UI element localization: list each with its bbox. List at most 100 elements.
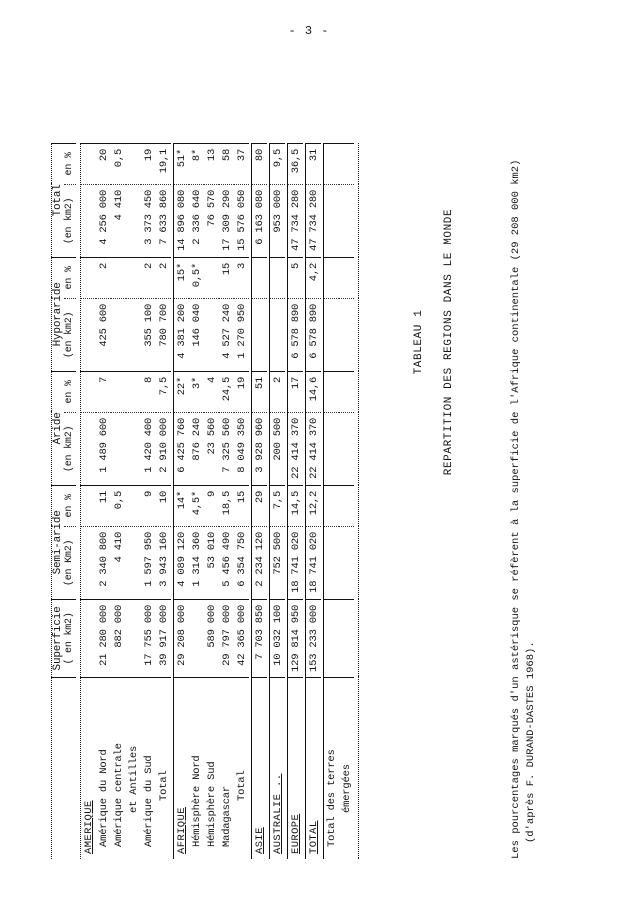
cell-semi-aride-km2: 1 597 950	[140, 525, 156, 599]
cell-semi-aride-km2: 53 010	[203, 525, 219, 599]
cell-semi-aride-km2: 752 500	[269, 525, 285, 599]
row-label: Total	[157, 769, 170, 801]
cell-semi-aride-pct: 18,5	[218, 484, 234, 526]
col-sub-hyper-pct: en %	[64, 256, 76, 298]
cell-hyporaride-pct: 2	[155, 256, 171, 298]
cell-semi-aride-km2	[80, 525, 96, 599]
cell-total-km2: 14 896 080	[173, 183, 189, 257]
row-label: Madagascar	[220, 785, 233, 847]
cell-total-pct	[80, 142, 96, 184]
col-sub-total-pct: en %	[64, 142, 76, 184]
cell-aride-pct: 14,6	[305, 370, 321, 412]
rotated-table-sheet: Superficie Semi-aride Aride Hyporaride T…	[39, 47, 579, 877]
cell-superficie	[323, 598, 339, 677]
col-group-hyporaride: Hyporaride	[51, 256, 65, 371]
cell-superficie: 589 000	[203, 598, 219, 677]
table-row: TOTAL 153 233 000 18 741 020 12,2 22 414 370…	[305, 142, 321, 859]
cell-aride-pct: 4	[203, 370, 219, 412]
cell-aride-pct: 7	[95, 370, 111, 412]
cell-aride-pct: 24,5	[218, 370, 234, 412]
cell-superficie: 21 280 000	[95, 598, 111, 677]
table-title: REPARTITION DES REGIONS DANS LE MONDE	[442, 208, 455, 475]
cell-total-pct: 19,1	[155, 142, 171, 184]
cell-aride-km2: 1 420 400	[140, 411, 156, 485]
table-row: Amérique du Nord 21 280 000 2 340 800 11 1 4…	[95, 142, 111, 859]
footnote: Les pourcentages marqués d'un astérisque…	[509, 59, 539, 858]
cell-aride-pct: 3*	[188, 370, 204, 412]
cell-hyporaride-km2	[323, 297, 339, 371]
table-row: Total 39 917 000 3 943 160 10 2 910 000 7,5 78…	[155, 142, 171, 859]
cell-superficie	[338, 598, 354, 677]
cell-hyporaride-pct	[269, 256, 285, 298]
cell-hyporaride-km2	[269, 297, 285, 371]
footnote-line-2: (d'après F. DURAND-DASTES 1968).	[525, 640, 538, 843]
cell-semi-aride-pct: 7,5	[269, 484, 285, 526]
cell-superficie: 10 032 100	[269, 598, 285, 677]
cell-semi-aride-km2: 4 089 120	[173, 525, 189, 599]
cell-total-km2	[323, 183, 339, 257]
cell-aride-km2: 22 414 370	[287, 411, 303, 485]
cell-aride-km2: 3 928 960	[251, 411, 267, 485]
cell-semi-aride-km2: 5 456 490	[218, 525, 234, 599]
cell-total-km2: 7 633 860	[155, 183, 171, 257]
cell-semi-aride-km2: 2 340 800	[95, 525, 111, 599]
table-row: Madagascar 29 797 000 5 456 490 18,5 7 325 5…	[218, 142, 234, 859]
row-label: AUSTRALIE ..	[271, 773, 284, 854]
rule-bottom	[353, 142, 358, 859]
col-sub-semi-km2: (en Km2)	[64, 525, 76, 599]
cell-aride-km2	[323, 411, 339, 485]
cell-hyporaride-pct: 3	[233, 256, 249, 298]
cell-aride-pct: 17	[287, 370, 303, 412]
cell-hyporaride-pct	[203, 256, 219, 298]
cell-semi-aride-km2: 4 410	[110, 525, 126, 599]
table-row: AUSTRALIE .. 10 032 100 752 500 7,5 200 500 2…	[269, 142, 285, 859]
cell-hyporaride-km2: 6 578 890	[305, 297, 321, 371]
cell-semi-aride-km2: 2 234 120	[251, 525, 267, 599]
cell-total-km2: 2 336 640	[188, 183, 204, 257]
cell-aride-km2: 2 910 000	[155, 411, 171, 485]
cell-total-pct: 19	[140, 142, 156, 184]
cell-hyporaride-pct	[338, 256, 354, 298]
cell-semi-aride-pct	[80, 484, 96, 526]
col-header-rowlabel	[52, 677, 65, 859]
cell-hyporaride-km2: 355 100	[140, 297, 156, 371]
table-row: Total des terres	[323, 142, 339, 859]
cell-hyporaride-km2	[80, 297, 96, 371]
cell-semi-aride-pct	[125, 484, 141, 526]
table-row: ASIE 7 703 850 2 234 120 29 3 928 960 51 6 163…	[251, 142, 267, 859]
col-sub-aride-pct: en %	[64, 370, 76, 412]
cell-hyporaride-pct	[80, 256, 96, 298]
cell-aride-pct	[110, 370, 126, 412]
cell-total-km2: 3 373 450	[140, 183, 156, 257]
row-label: AFRIQUE	[175, 806, 188, 854]
cell-aride-km2: 23 560	[203, 411, 219, 485]
cell-hyporaride-km2: 6 578 890	[287, 297, 303, 371]
cell-hyporaride-km2	[251, 297, 267, 371]
cell-total-pct: 58	[218, 142, 234, 184]
cell-aride-km2: 6 425 760	[173, 411, 189, 485]
col-sub-total-km2: (en km2)	[64, 183, 76, 257]
table-label: TABLEAU 1	[413, 309, 425, 374]
cell-semi-aride-pct	[323, 484, 339, 526]
cell-aride-pct: 51	[251, 370, 267, 412]
cell-aride-km2	[125, 411, 141, 485]
cell-hyporaride-km2: 146 040	[188, 297, 204, 371]
cell-semi-aride-pct: 11	[95, 484, 111, 526]
row-label: ASIE	[253, 826, 266, 854]
cell-hyporaride-pct: 5	[287, 256, 303, 298]
caption-block: TABLEAU 1 REPARTITION DES REGIONS DANS L…	[411, 107, 457, 577]
cell-aride-km2: 8 049 350	[233, 411, 249, 485]
cell-semi-aride-pct: 9	[140, 484, 156, 526]
row-label: Amérique du Sud	[142, 754, 155, 847]
cell-total-pct: 0,5	[110, 142, 126, 184]
table-row: Hémisphère Nord 1 314 360 4,5* 876 240 3* 146…	[188, 142, 204, 859]
cell-total-km2: 47 734 280	[305, 183, 321, 257]
cell-hyporaride-pct: 0,5*	[188, 256, 204, 298]
row-label: et Antilles	[127, 745, 140, 813]
col-subheader-rowlabel	[64, 677, 75, 859]
cell-hyporaride-km2: 780 700	[155, 297, 171, 371]
cell-aride-pct	[125, 370, 141, 412]
page-number: - 3 -	[288, 24, 330, 38]
table-row: Amérique centrale 882 000 4 410 0,5 4 410 0,5	[110, 142, 126, 859]
col-group-semi-aride: Semi-aride	[51, 484, 65, 599]
